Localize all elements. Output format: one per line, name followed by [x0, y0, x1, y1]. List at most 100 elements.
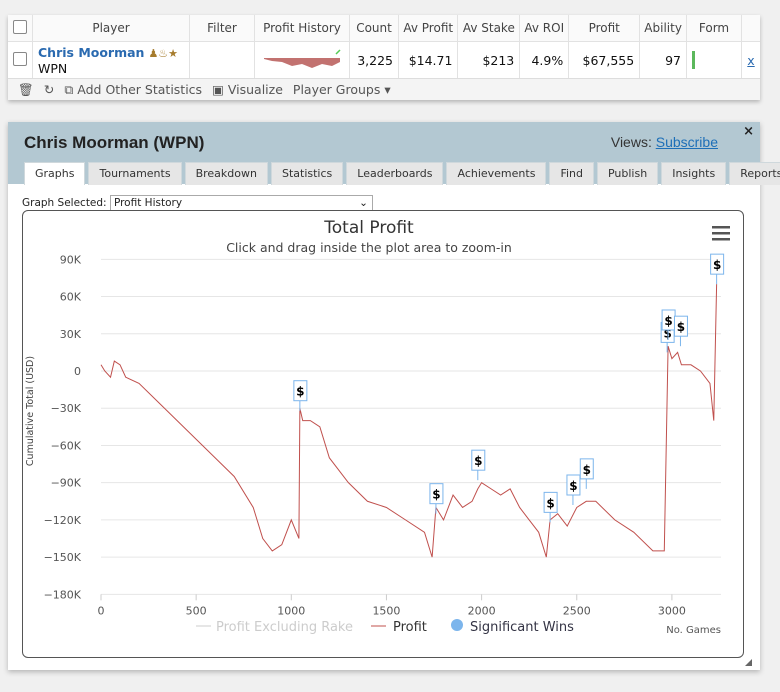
player-name-link[interactable]: Chris Moorman [38, 44, 145, 60]
col-profit[interactable]: Profit [568, 15, 641, 42]
chart-subtitle: Click and drag inside the plot area to z… [226, 240, 512, 255]
svg-text:$: $ [713, 258, 721, 272]
profit-history-sparkline [264, 48, 341, 68]
chart-title: Total Profit [323, 218, 414, 238]
tab-graphs[interactable]: Graphs [24, 162, 86, 185]
svg-text:$: $ [569, 479, 577, 493]
tab-insights[interactable]: Insights [661, 162, 727, 185]
visualize-button[interactable]: ▣ Visualize [212, 82, 283, 97]
y-tick-label: −120K [44, 514, 82, 527]
graph-selected-label: Graph Selected: [22, 197, 107, 209]
panel-title: Chris Moorman (WPN) [24, 133, 205, 152]
significant-win-marker[interactable]: $ [293, 380, 308, 411]
significant-win-marker[interactable]: $ [579, 458, 594, 489]
av-profit-value: $14.71 [398, 41, 459, 78]
x-tick-label: 1500 [372, 604, 400, 617]
y-tick-label: 0 [74, 365, 81, 378]
caret-down-icon: ▾ [384, 82, 391, 97]
remove-player-link[interactable]: x [747, 52, 755, 68]
y-tick-label: −60K [51, 439, 82, 452]
menu-icon[interactable] [712, 226, 730, 241]
x-tick-label: 1000 [277, 604, 305, 617]
y-tick-label: −150K [44, 551, 82, 564]
svg-text:$: $ [474, 454, 482, 468]
legend-item-profit[interactable]: Profit [371, 620, 427, 635]
profit-chart[interactable]: Total Profit Click and drag inside the p… [23, 211, 743, 657]
significant-win-marker[interactable]: $ [673, 315, 688, 347]
significant-win-marker[interactable]: $ [429, 483, 444, 514]
significant-win-marker[interactable]: $ [566, 474, 581, 505]
chevron-down-icon: ⌄ [359, 197, 368, 209]
subscribe-link[interactable]: Subscribe [655, 134, 718, 150]
significant-win-marker[interactable]: $ [543, 491, 558, 523]
y-tick-label: −90K [51, 477, 82, 490]
tab-tournaments[interactable]: Tournaments [88, 162, 182, 185]
graph-select[interactable]: Profit History ⌄ [109, 195, 373, 211]
table-header: Player Filter Profit History Count Av Pr… [8, 15, 760, 42]
row-checkbox[interactable] [13, 51, 27, 66]
player-network: WPN [38, 60, 68, 76]
significant-win-marker[interactable]: $ [471, 449, 486, 481]
views-label: Views: [610, 134, 652, 150]
tab-breakdown[interactable]: Breakdown [184, 162, 268, 185]
col-profit-history[interactable]: Profit History [254, 15, 350, 42]
svg-text:$: $ [677, 320, 685, 334]
badge-icons: ♟♨★ [148, 46, 179, 60]
profit-line [100, 284, 718, 558]
x-tick-label: 2500 [563, 604, 591, 617]
chart-container: Total Profit Click and drag inside the p… [22, 210, 744, 658]
tab-find[interactable]: Find [549, 162, 594, 185]
y-axis-title: Cumulative Total (USD) [25, 356, 36, 466]
select-all-checkbox[interactable] [13, 19, 27, 34]
col-ability[interactable]: Ability [639, 15, 687, 42]
col-count[interactable]: Count [349, 15, 400, 42]
significant-win-marker[interactable]: $ [710, 253, 725, 285]
col-av-roi[interactable]: Av ROI [519, 15, 570, 42]
player-table: Player Filter Profit History Count Av Pr… [8, 15, 760, 100]
svg-text:Profit Excluding Rake: Profit Excluding Rake [216, 620, 353, 635]
form-bar [692, 51, 695, 69]
add-stats-button[interactable]: ⧉ Add Other Statistics [64, 81, 203, 97]
player-groups-dropdown[interactable]: Player Groups ▾ [292, 82, 391, 97]
copy-icon: ⧉ [64, 81, 74, 97]
legend-item-significant-wins[interactable]: Significant Wins [451, 619, 574, 635]
close-icon[interactable]: × [743, 124, 754, 139]
table-toolbar: 🗑 ↻ ⧉ Add Other Statistics ▣ Visualize P… [8, 78, 760, 100]
image-icon: ▣ [212, 82, 224, 97]
resize-handle-icon[interactable] [745, 659, 752, 666]
col-av-stake[interactable]: Av Stake [457, 15, 521, 42]
refresh-icon[interactable]: ↻ [43, 82, 55, 97]
significant-win-marker[interactable]: $ [661, 309, 676, 340]
tab-publish[interactable]: Publish [596, 162, 659, 185]
col-filter[interactable]: Filter [189, 15, 255, 42]
svg-text:$: $ [664, 314, 672, 328]
svg-text:$: $ [432, 488, 440, 502]
svg-text:Profit: Profit [393, 620, 427, 635]
x-axis-title: No. Games [666, 625, 721, 636]
tab-achievements[interactable]: Achievements [446, 162, 547, 185]
panel-tabs: Graphs Tournaments Breakdown Statistics … [24, 162, 780, 185]
x-tick-label: 500 [186, 604, 207, 617]
svg-text:$: $ [296, 385, 304, 399]
x-tick-label: 3000 [658, 604, 686, 617]
y-tick-label: −30K [51, 402, 82, 415]
tab-statistics[interactable]: Statistics [270, 162, 344, 185]
svg-text:$: $ [583, 463, 591, 477]
legend-item-profit-excluding-rake[interactable]: Profit Excluding Rake [196, 620, 353, 635]
player-panel: Chris Moorman (WPN) Views: Subscribe × G… [8, 122, 780, 670]
y-tick-label: 90K [60, 253, 82, 266]
col-form[interactable]: Form [686, 15, 742, 42]
trash-icon[interactable]: 🗑 [18, 81, 34, 97]
table-row: Chris Moorman ♟♨★ WPN 3,225 $14.71 $213 4… [8, 41, 760, 78]
y-tick-label: 30K [60, 328, 82, 341]
x-tick-label: 2000 [468, 604, 496, 617]
y-tick-label: −180K [44, 588, 82, 601]
svg-text:Significant Wins: Significant Wins [470, 620, 574, 635]
ability-value: 97 [639, 41, 687, 78]
col-player[interactable]: Player [32, 15, 190, 42]
svg-text:$: $ [546, 496, 554, 510]
tab-reports[interactable]: Reports [729, 162, 780, 185]
av-roi-value: 4.9% [519, 41, 570, 78]
tab-leaderboards[interactable]: Leaderboards [346, 162, 444, 185]
col-av-profit[interactable]: Av Profit [398, 15, 459, 42]
